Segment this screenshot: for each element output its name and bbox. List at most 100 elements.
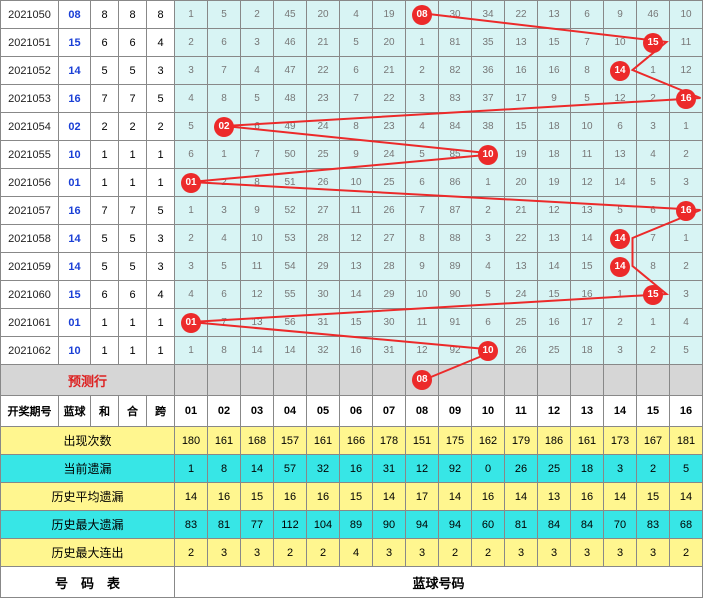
he-cell: 5	[91, 57, 119, 85]
grid-cell: 24	[373, 141, 406, 169]
pred-cell	[373, 365, 406, 396]
stat-cell: 81	[208, 511, 241, 539]
grid-cell: 4	[241, 57, 274, 85]
grid-cell: 16	[538, 309, 571, 337]
stat-cell: 26	[505, 455, 538, 483]
grid-cell: 5	[406, 141, 439, 169]
blue-ball-cell: 08	[59, 1, 91, 29]
stat-row: 历史平均遗漏14161516161514171416141316141514	[1, 483, 703, 511]
grid-cell: 18	[538, 113, 571, 141]
grid-cell: 13	[538, 225, 571, 253]
grid-cell: 3	[637, 113, 670, 141]
grid-cell: 19	[373, 1, 406, 29]
grid-cell: 14	[571, 225, 604, 253]
grid-cell: 29	[373, 281, 406, 309]
kua-cell: 8	[147, 1, 175, 29]
period-cell: 2021058	[1, 225, 59, 253]
stat-cell: 5	[670, 455, 703, 483]
header-num: 09	[439, 396, 472, 427]
grid-cell: 14	[604, 169, 637, 197]
grid-cell: 5	[175, 113, 208, 141]
grid-cell: 19	[538, 169, 571, 197]
grid-cell: 12	[241, 281, 274, 309]
he-cell: 7	[91, 197, 119, 225]
grid-cell: 4	[340, 1, 373, 29]
grid-cell: 13	[505, 29, 538, 57]
grid-cell: 23	[373, 113, 406, 141]
grid-cell: 14	[241, 337, 274, 365]
stat-cell: 83	[637, 511, 670, 539]
grid-cell: 3	[670, 281, 703, 309]
blue-ball-cell: 16	[59, 85, 91, 113]
stat-cell: 2	[175, 539, 208, 567]
grid-cell: 5	[670, 337, 703, 365]
heq-cell: 6	[119, 281, 147, 309]
grid-cell: 25	[505, 309, 538, 337]
grid-cell: 49	[274, 113, 307, 141]
blue-ball-cell: 15	[59, 281, 91, 309]
hit-ball-icon: 16	[676, 89, 696, 109]
grid-cell: 1	[175, 337, 208, 365]
header-num: 02	[208, 396, 241, 427]
heq-cell: 1	[119, 337, 147, 365]
grid-cell: 20	[505, 169, 538, 197]
data-row: 202106015664461255301429109052415161153	[1, 281, 703, 309]
period-cell: 2021050	[1, 1, 59, 29]
stat-cell: 3	[241, 539, 274, 567]
stat-cell: 180	[175, 427, 208, 455]
kua-cell: 3	[147, 253, 175, 281]
grid-cell: 2	[175, 225, 208, 253]
stat-cell: 2	[670, 539, 703, 567]
he-cell: 6	[91, 281, 119, 309]
heq-cell: 5	[119, 57, 147, 85]
stat-row: 历史最大遗漏8381771121048990949460818484708368	[1, 511, 703, 539]
header-num: 16	[670, 396, 703, 427]
data-row: 20210581455324105328122788832213141471	[1, 225, 703, 253]
he-cell: 7	[91, 85, 119, 113]
grid-cell: 12	[604, 85, 637, 113]
stat-cell: 17	[406, 483, 439, 511]
period-cell: 2021051	[1, 29, 59, 57]
data-row: 2021055101116175025924585101918111342	[1, 141, 703, 169]
grid-cell: 13	[538, 1, 571, 29]
grid-cell: 11	[340, 197, 373, 225]
grid-cell: 2	[637, 337, 670, 365]
pred-cell	[241, 365, 274, 396]
heq-cell: 5	[119, 225, 147, 253]
grid-cell: 54	[274, 253, 307, 281]
grid-cell: 5	[340, 29, 373, 57]
stat-cell: 32	[307, 455, 340, 483]
blue-ball-cell: 10	[59, 141, 91, 169]
lottery-trend-table: 2021050088881524520419083034221369461020…	[0, 0, 703, 598]
grid-cell: 4	[472, 253, 505, 281]
footer-row: 号 码 表蓝球号码	[1, 567, 703, 598]
data-row: 20210560111101285126102568612019121453	[1, 169, 703, 197]
grid-cell: 6	[241, 113, 274, 141]
kua-cell: 1	[147, 169, 175, 197]
stat-cell: 25	[538, 455, 571, 483]
grid-cell: 1	[670, 113, 703, 141]
grid-cell: 9	[340, 141, 373, 169]
grid-cell: 12	[538, 197, 571, 225]
data-row: 2021057167751395227112678722112135616	[1, 197, 703, 225]
grid-cell: 88	[439, 225, 472, 253]
data-row: 20210511566426346215201813513157101511	[1, 29, 703, 57]
stat-cell: 16	[571, 483, 604, 511]
grid-cell: 2	[604, 309, 637, 337]
grid-cell: 7	[571, 29, 604, 57]
grid-cell: 28	[373, 253, 406, 281]
kua-cell: 5	[147, 197, 175, 225]
grid-cell: 84	[439, 113, 472, 141]
grid-cell: 18	[571, 337, 604, 365]
grid-cell: 17	[571, 309, 604, 337]
grid-cell: 27	[373, 225, 406, 253]
grid-cell: 5	[208, 253, 241, 281]
header-num: 05	[307, 396, 340, 427]
grid-cell: 21	[307, 29, 340, 57]
grid-cell: 16	[538, 57, 571, 85]
grid-cell: 86	[439, 169, 472, 197]
grid-cell: 85	[439, 141, 472, 169]
blue-ball-cell: 02	[59, 113, 91, 141]
stat-cell: 68	[670, 511, 703, 539]
grid-cell: 8	[241, 169, 274, 197]
